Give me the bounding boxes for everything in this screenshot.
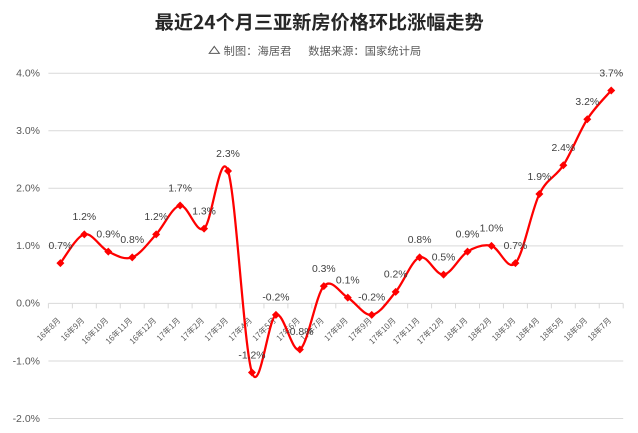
svg-text:0.9%: 0.9%	[96, 229, 120, 240]
svg-text:0.8%: 0.8%	[120, 235, 144, 246]
svg-text:0.5%: 0.5%	[432, 252, 456, 263]
svg-text:0.8%: 0.8%	[408, 235, 432, 246]
svg-text:0.3%: 0.3%	[312, 264, 336, 275]
svg-text:1.9%: 1.9%	[528, 172, 552, 183]
svg-text:2.4%: 2.4%	[551, 143, 575, 154]
svg-text:-1.0%: -1.0%	[13, 355, 40, 367]
svg-text:0.2%: 0.2%	[384, 270, 408, 281]
svg-text:2.0%: 2.0%	[16, 183, 40, 195]
svg-text:3.2%: 3.2%	[575, 97, 599, 108]
svg-text:-0.2%: -0.2%	[262, 293, 289, 304]
svg-text:-2.0%: -2.0%	[13, 413, 40, 425]
svg-text:1.0%: 1.0%	[480, 224, 504, 235]
svg-text:0.9%: 0.9%	[456, 229, 480, 240]
svg-text:1.2%: 1.2%	[72, 212, 96, 223]
svg-text:1.3%: 1.3%	[192, 206, 216, 217]
svg-text:1.0%: 1.0%	[16, 240, 40, 252]
svg-text:4.0%: 4.0%	[16, 68, 40, 80]
svg-text:3.0%: 3.0%	[16, 125, 40, 137]
svg-text:3.7%: 3.7%	[599, 68, 623, 79]
svg-text:1.2%: 1.2%	[144, 212, 168, 223]
svg-text:0.0%: 0.0%	[16, 298, 40, 310]
svg-text:2.3%: 2.3%	[216, 149, 240, 160]
svg-text:-0.8%: -0.8%	[286, 327, 313, 338]
svg-text:1.7%: 1.7%	[168, 183, 192, 194]
svg-text:0.7%: 0.7%	[49, 241, 73, 252]
svg-text:-1.2%: -1.2%	[238, 350, 265, 361]
svg-text:0.1%: 0.1%	[336, 275, 360, 286]
svg-text:0.7%: 0.7%	[504, 241, 528, 252]
svg-text:-0.2%: -0.2%	[358, 293, 385, 304]
